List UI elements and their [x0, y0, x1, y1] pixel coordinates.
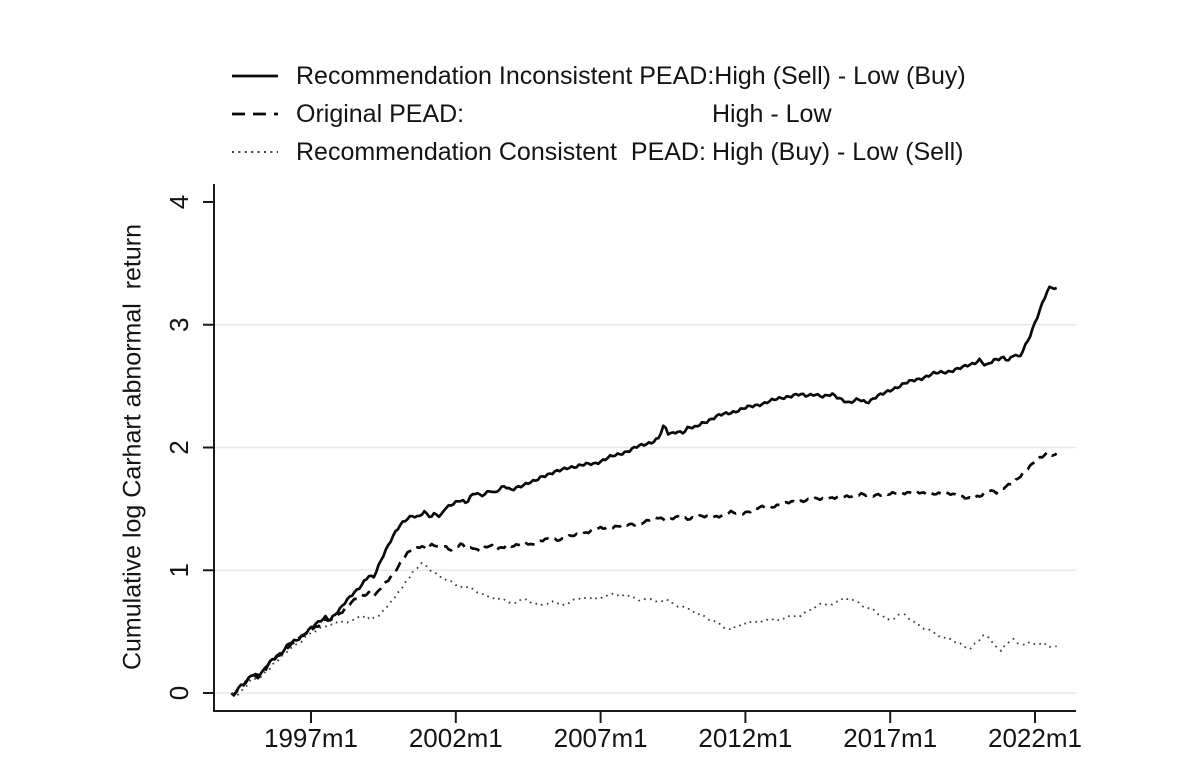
y-tick-label: 0 [164, 686, 194, 700]
solid-line-swatch-icon [232, 74, 278, 78]
legend-row-dotted: Recommendation Consistent PEAD: High (Buy… [232, 133, 966, 171]
series-line-dotted [230, 562, 1057, 696]
gridlines [214, 324, 1076, 694]
series-lines [230, 285, 1058, 697]
x-tick-label: 2007m1 [554, 723, 648, 753]
y-tick-label: 1 [164, 563, 194, 577]
y-tick-label: 3 [164, 318, 194, 332]
x-tick-label: 2002m1 [409, 723, 503, 753]
y-tick-label: 4 [164, 195, 194, 209]
dotted-line-swatch-icon [232, 151, 278, 153]
legend: Recommendation Inconsistent PEAD: High (S… [232, 57, 966, 171]
axes [203, 184, 1076, 723]
legend-row-dashed: Original PEAD: High - Low [232, 95, 966, 133]
y-axis-title: Cumulative log Carhart abnormal return [118, 223, 147, 671]
series-line-dashed [230, 450, 1058, 697]
legend-value: High (Buy) - Low (Sell) [712, 138, 964, 166]
legend-label: Recommendation Consistent PEAD: [296, 138, 706, 166]
legend-value: High (Sell) - Low (Buy) [714, 62, 966, 90]
y-tick-label: 2 [164, 440, 194, 454]
series-line-solid [230, 285, 1058, 697]
dashed-line-swatch-icon [232, 112, 278, 116]
legend-value: High - Low [712, 100, 832, 128]
legend-row-solid: Recommendation Inconsistent PEAD: High (S… [232, 57, 966, 95]
legend-label: Original PEAD: [296, 100, 465, 128]
legend-label: Recommendation Inconsistent PEAD: [296, 62, 715, 90]
x-tick-label: 2012m1 [698, 723, 792, 753]
x-tick-label: 2017m1 [843, 723, 937, 753]
x-tick-label: 2022m1 [988, 723, 1082, 753]
x-tick-label: 1997m1 [264, 723, 358, 753]
tick-labels: 0 1 2 3 4 1997m1 2002m1 2007m1 2012m1 2017m1 2022m… [164, 195, 1082, 753]
